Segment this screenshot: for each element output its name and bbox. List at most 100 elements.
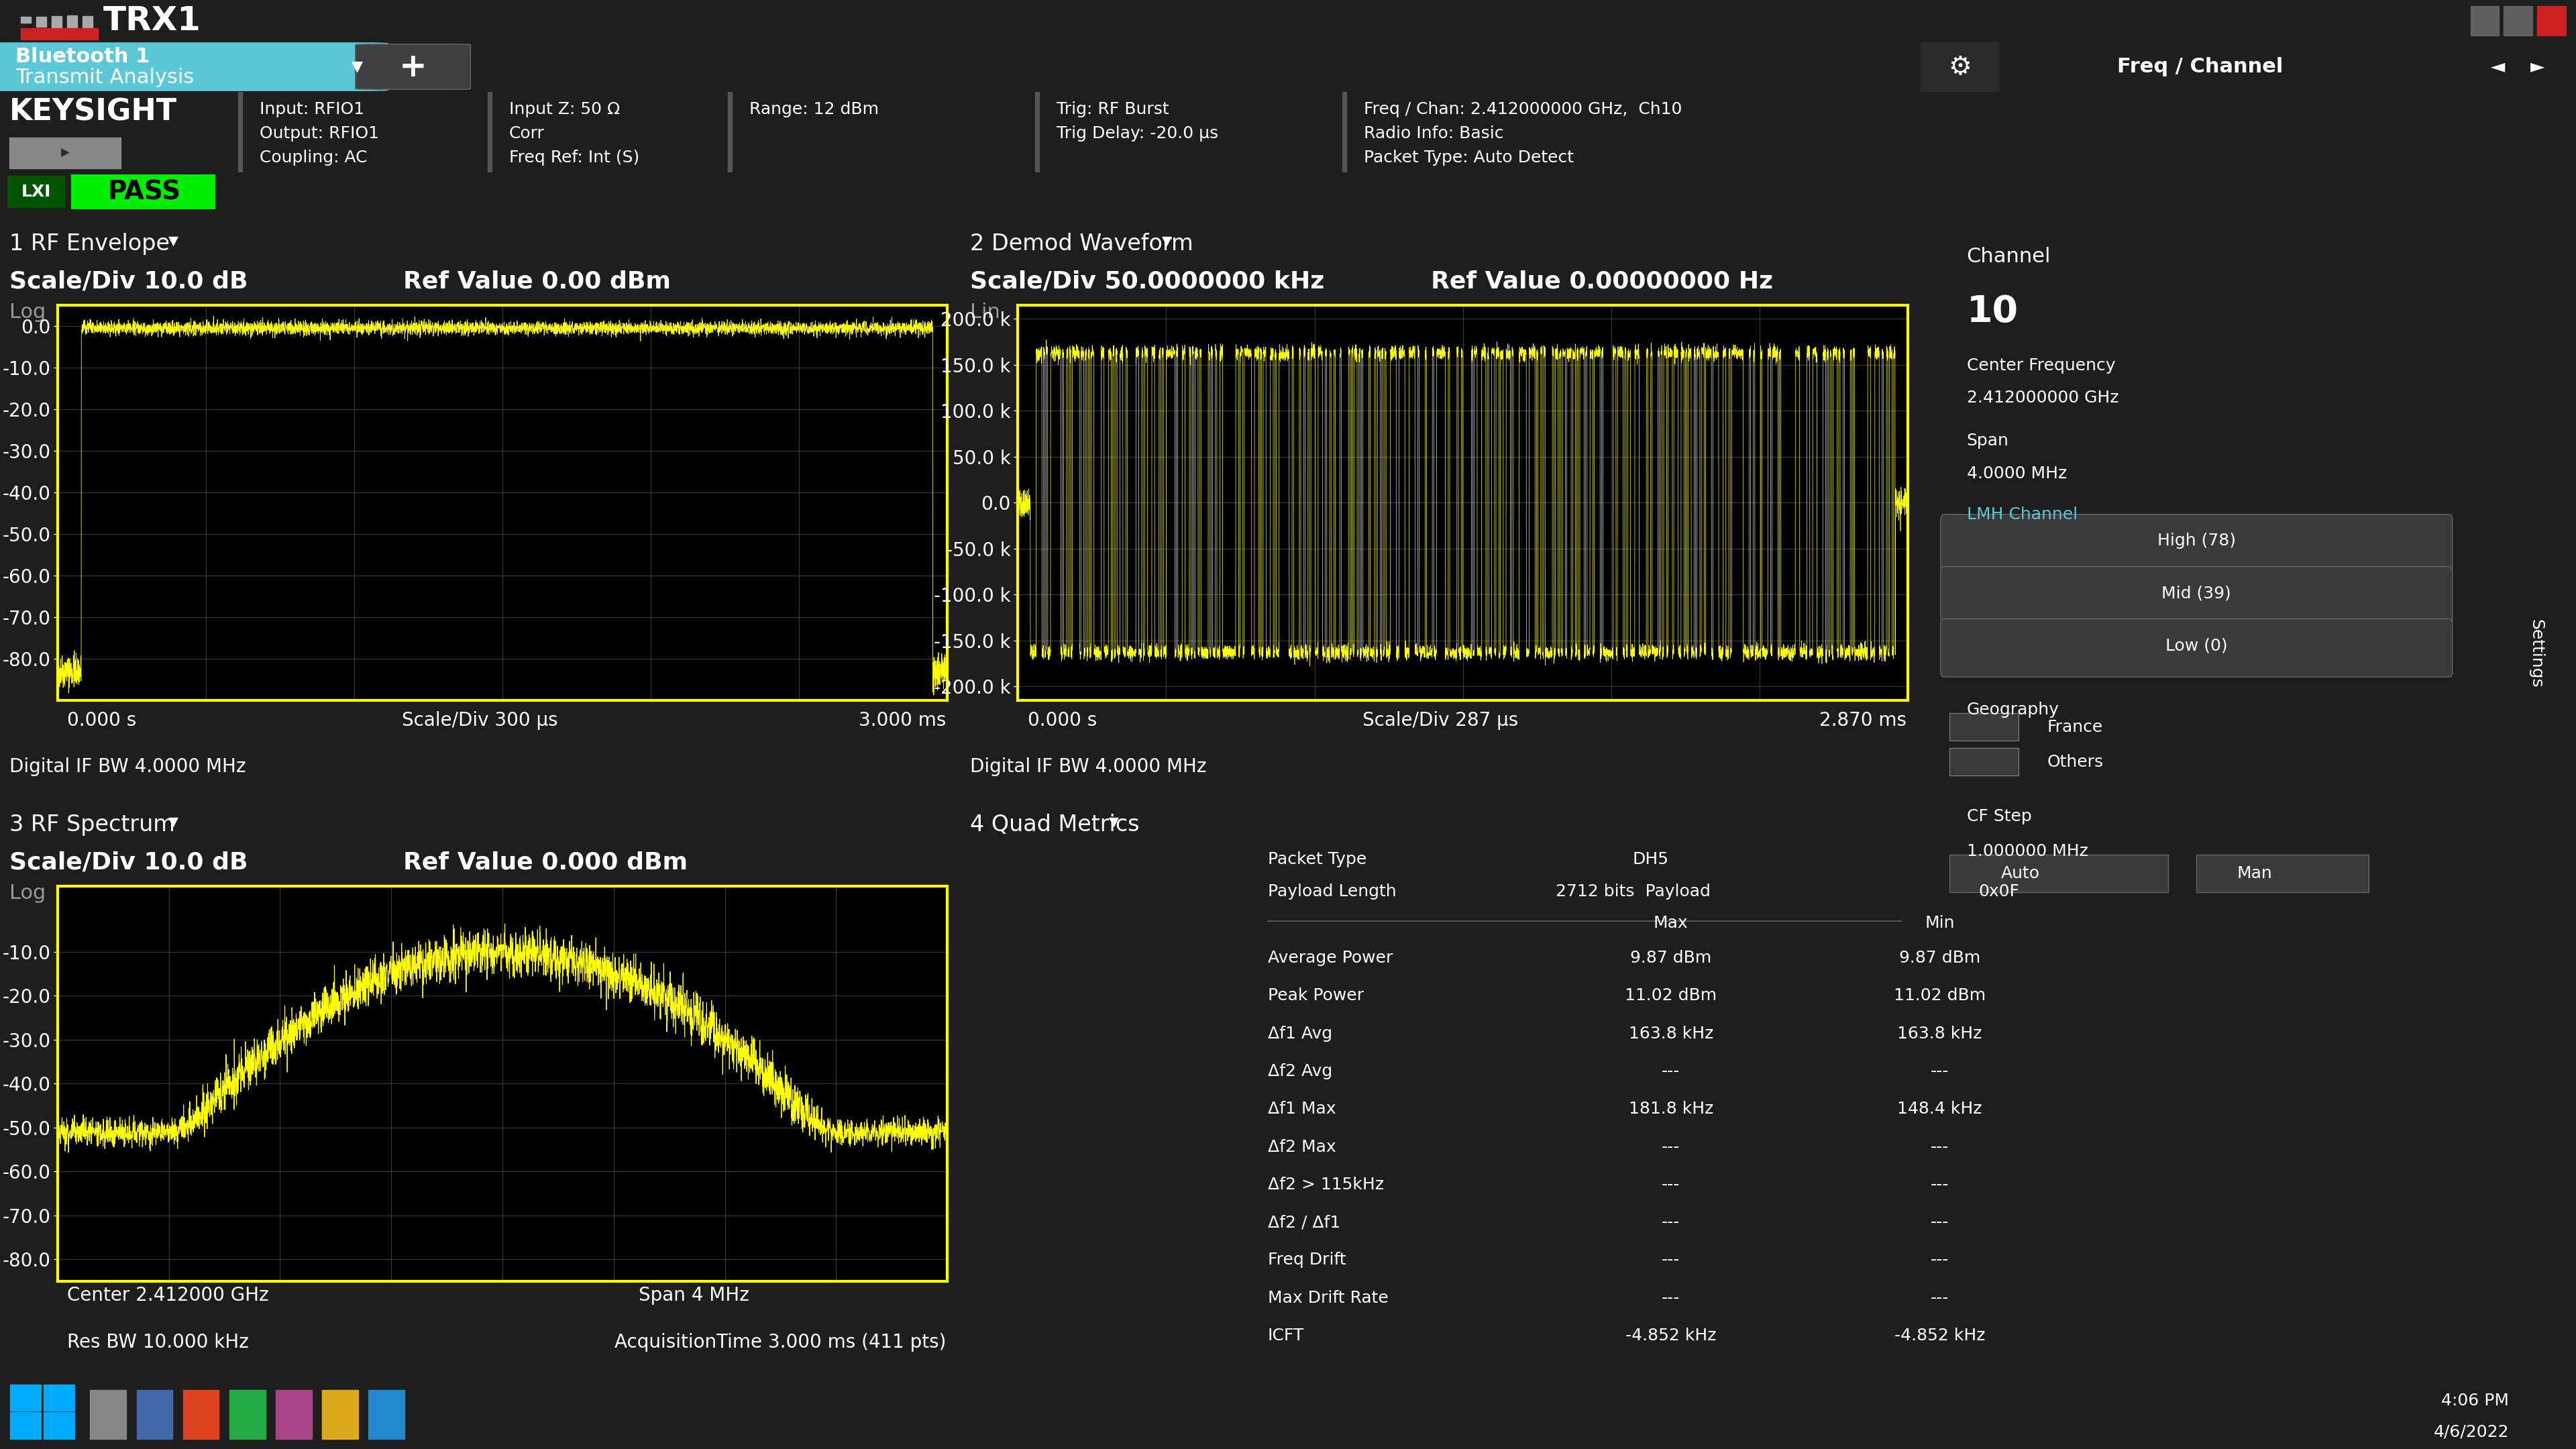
Text: PASS: PASS [108,180,180,204]
Text: ---: --- [1662,1290,1680,1306]
Bar [137,1390,173,1439]
Text: Ref Value 0.000 dBm: Ref Value 0.000 dBm [404,851,688,874]
Bar [8,175,64,209]
Text: 2.412000000 GHz: 2.412000000 GHz [1965,390,2117,406]
Text: ---: --- [1929,1064,1950,1080]
Text: Bluetooth 1: Bluetooth 1 [15,46,149,67]
Text: 2.870 ms: 2.870 ms [1819,711,1906,730]
Text: Center 2.412000 GHz: Center 2.412000 GHz [67,1287,268,1306]
Text: CF Step: CF Step [1965,809,2032,824]
Bar [67,16,77,38]
Bar [1342,91,1347,172]
Bar [368,1390,404,1439]
Bar [1950,855,2169,893]
Text: Coupling: AC: Coupling: AC [260,149,366,167]
Text: Scale/Div 287 μs: Scale/Div 287 μs [1363,711,1517,730]
Text: ►: ► [2530,58,2545,77]
Text: 3 RF Spectrum: 3 RF Spectrum [10,813,175,836]
Text: Scale/Div 10.0 dB: Scale/Div 10.0 dB [10,271,247,293]
Text: 181.8 kHz: 181.8 kHz [1628,1101,1713,1117]
Text: ---: --- [1929,1177,1950,1193]
Text: Δf1 Max: Δf1 Max [1267,1101,1337,1117]
Text: 1 RF Envelope: 1 RF Envelope [10,232,170,255]
Text: Res BW 10.000 kHz: Res BW 10.000 kHz [67,1333,250,1352]
Text: AcquisitionTime 3.000 ms (411 pts): AcquisitionTime 3.000 ms (411 pts) [613,1333,945,1352]
Text: DH5: DH5 [1633,851,1669,868]
Text: -4.852 kHz: -4.852 kHz [1625,1327,1716,1343]
Text: Channel: Channel [1965,248,2050,267]
Text: 1.000000 MHz: 1.000000 MHz [1965,843,2089,859]
Text: 148.4 kHz: 148.4 kHz [1899,1101,1984,1117]
Text: ---: --- [1662,1064,1680,1080]
Text: 2712 bits  Payload: 2712 bits Payload [1556,884,1710,900]
Text: 11.02 dBm: 11.02 dBm [1893,988,1986,1004]
Text: Digital IF BW 4.0000 MHz: Digital IF BW 4.0000 MHz [971,758,1206,777]
Text: 0.000 s: 0.000 s [1028,711,1097,730]
Text: ---: --- [1929,1290,1950,1306]
Bar [183,1390,219,1439]
Text: LXI: LXI [21,184,52,200]
Text: Log: Log [10,884,46,903]
Text: +: + [399,51,428,83]
Bar [276,1390,312,1439]
Text: 4:06 PM: 4:06 PM [2442,1392,2509,1408]
Bar [90,1390,126,1439]
Text: Geography: Geography [1965,701,2058,717]
Text: Ref Value 0.00 dBm: Ref Value 0.00 dBm [404,271,670,293]
Text: ---: --- [1662,1252,1680,1268]
Text: 4 Quad Metrics: 4 Quad Metrics [971,813,1139,836]
Text: Max Drift Rate: Max Drift Rate [1267,1290,1388,1306]
Text: Freq Drift: Freq Drift [1267,1252,1345,1268]
Text: ---: --- [1929,1139,1950,1155]
Text: Span: Span [1965,433,2009,449]
Text: ▼: ▼ [167,816,178,827]
Text: Others: Others [2048,753,2105,769]
Text: Lin: Lin [971,303,999,322]
Text: ICFT: ICFT [1267,1327,1303,1343]
Text: 10: 10 [1965,294,2020,330]
Bar [10,138,121,168]
Text: Input Z: 50 Ω: Input Z: 50 Ω [510,101,621,117]
Text: ---: --- [1929,1214,1950,1230]
Text: ---: --- [1662,1139,1680,1155]
Text: Output: RFIO1: Output: RFIO1 [260,126,379,142]
Bar [2470,6,2499,35]
Bar [36,16,46,28]
Bar [487,91,492,172]
Text: ▼: ▼ [167,235,178,246]
Bar [44,1385,75,1411]
Bar [729,91,732,172]
Text: Ref Value 0.00000000 Hz: Ref Value 0.00000000 Hz [1430,271,1772,293]
Text: 11.02 dBm: 11.02 dBm [1625,988,1718,1004]
Text: -4.852 kHz: -4.852 kHz [1893,1327,1986,1343]
Bar [2197,855,2370,893]
Text: High (78): High (78) [2156,533,2236,549]
Bar [72,175,216,209]
Text: Min: Min [1924,916,1955,932]
Text: Log: Log [10,303,46,322]
Text: Mid (39): Mid (39) [2161,585,2231,601]
Text: LMH Channel: LMH Channel [1965,506,2076,522]
Bar [1950,713,2020,740]
Text: 9.87 dBm: 9.87 dBm [1899,951,1981,966]
Text: 2 Demod Waveform: 2 Demod Waveform [971,232,1193,255]
Text: ---: --- [1662,1177,1680,1193]
Bar [322,1390,358,1439]
Bar [10,1385,41,1411]
Text: Digital IF BW 4.0000 MHz: Digital IF BW 4.0000 MHz [10,758,247,777]
Bar [1922,42,1999,91]
Text: Scale/Div 300 μs: Scale/Div 300 μs [402,711,559,730]
Text: Δf2 > 115kHz: Δf2 > 115kHz [1267,1177,1383,1193]
Text: 0x0F: 0x0F [1978,884,2020,900]
Text: Radio Info: Basic: Radio Info: Basic [1363,126,1504,142]
Text: ⚙: ⚙ [1947,54,1971,80]
Bar [2504,6,2532,35]
Text: Δf2 / Δf1: Δf2 / Δf1 [1267,1214,1340,1230]
Text: Freq Ref: Int (S): Freq Ref: Int (S) [510,149,639,167]
Text: Peak Power: Peak Power [1267,988,1363,1004]
Text: TRX1: TRX1 [103,4,201,36]
Bar [21,28,98,39]
Text: 3.000 ms: 3.000 ms [858,711,945,730]
Bar [52,16,62,32]
Text: Payload Length: Payload Length [1267,884,1396,900]
